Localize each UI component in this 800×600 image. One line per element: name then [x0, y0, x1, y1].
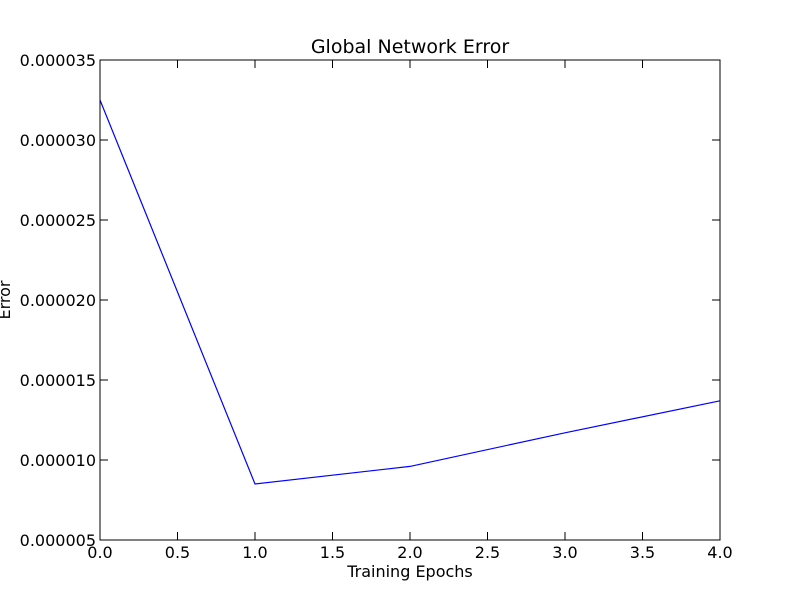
x-tick-label: 0.5	[165, 543, 190, 562]
y-tick-label: 0.000030	[20, 131, 96, 150]
ticks-layer: 0.0 0.5 1.0 1.5 2.0 2.5 3.0 3.5 4.0 0.000005 0.000…	[20, 51, 733, 562]
x-tick-label: 3.0	[552, 543, 577, 562]
x-tick-label: 1.5	[320, 543, 345, 562]
y-tick-label: 0.000015	[20, 371, 96, 390]
x-axis-label: Training Epochs	[346, 562, 473, 581]
y-tick-label: 0.000025	[20, 211, 96, 230]
chart-title: Global Network Error	[311, 36, 510, 58]
series-line-0	[99, 99, 721, 485]
x-tick-label: 2.5	[475, 543, 500, 562]
y-tick-label: 0.000005	[20, 531, 96, 550]
y-tick-label: 0.000020	[20, 291, 96, 310]
plot-frame	[99, 59, 721, 541]
x-tick-label: 0.0	[87, 543, 112, 562]
x-tick-label: 2.0	[397, 543, 422, 562]
x-tick-label: 4.0	[707, 543, 732, 562]
y-tick-label: 0.000035	[20, 51, 96, 70]
y-axis-label: Error	[0, 280, 14, 319]
x-tick-label: 1.0	[242, 543, 267, 562]
series-layer	[99, 99, 721, 485]
y-tick-label: 0.000010	[20, 451, 96, 470]
x-tick-label: 3.5	[630, 543, 655, 562]
